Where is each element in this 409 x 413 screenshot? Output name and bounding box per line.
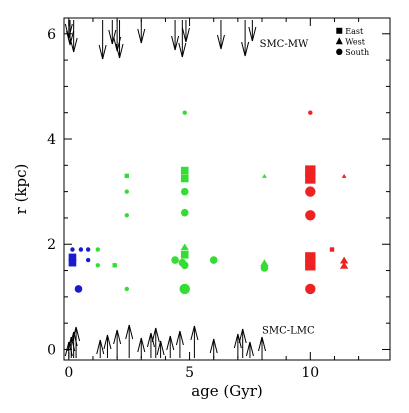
legend-label-east: East — [345, 27, 364, 36]
data-point-circle — [95, 247, 101, 252]
limit-arrow-head — [238, 328, 247, 344]
ticks-layer: 0 5 10 0 2 4 6 — [47, 18, 390, 381]
data-point-square — [180, 166, 189, 175]
data-point-circle — [179, 283, 190, 295]
data-point-triangle — [180, 243, 189, 251]
legend-marker-triangle — [335, 37, 343, 45]
limit-arrow-head — [151, 327, 160, 343]
data-point-circle — [305, 283, 316, 295]
data-point-triangle — [262, 173, 267, 178]
data-point-circle — [308, 110, 313, 115]
data-point-square — [124, 173, 129, 179]
limit-arrow-head — [108, 29, 117, 45]
data-point-square — [68, 258, 77, 267]
data-point-square — [305, 173, 316, 184]
annotation-smc-lmc: SMC-LMC — [262, 326, 315, 337]
limit-arrow-head — [216, 34, 225, 50]
legend-marker-square — [336, 27, 343, 34]
limit-arrow-head — [115, 43, 124, 59]
data-point-circle — [70, 247, 75, 252]
data-point-circle — [260, 264, 269, 272]
limit-arrow-head — [233, 333, 242, 349]
data-point-square — [112, 263, 117, 268]
limit-arrow-head — [137, 337, 146, 353]
data-point-square — [305, 252, 316, 263]
axes-layer — [63, 17, 391, 361]
y-tick-label: 2 — [47, 237, 56, 253]
data-point-circle — [305, 210, 316, 221]
limit-arrow-head — [113, 329, 122, 345]
limit-arrow-head — [166, 335, 175, 351]
data-point-circle — [124, 189, 129, 194]
x-tick-label: 10 — [301, 365, 319, 381]
data-point-square — [180, 174, 189, 183]
points-layer — [68, 110, 349, 295]
y-tick-label: 0 — [47, 342, 56, 358]
legend-label-south: South — [345, 48, 369, 57]
arrows-layer — [64, 20, 267, 358]
limit-arrow-head — [178, 42, 187, 58]
limit-arrow-head — [103, 334, 112, 350]
data-point-circle — [180, 187, 189, 196]
data-point-triangle — [339, 261, 349, 269]
data-point-circle — [180, 261, 189, 270]
data-point-triangle — [260, 259, 269, 267]
y-tick-label: 4 — [47, 132, 56, 148]
data-point-circle — [209, 256, 218, 264]
legend-label-west: West — [345, 37, 365, 46]
limit-arrow-head — [190, 325, 199, 341]
data-point-triangle — [341, 173, 347, 178]
limit-arrow-head — [69, 37, 78, 53]
x-tick-label: 0 — [64, 365, 73, 381]
plot-frame — [63, 17, 391, 361]
data-point-circle — [95, 263, 101, 268]
limit-arrow-head — [137, 28, 146, 44]
data-point-circle — [85, 257, 91, 263]
data-point-square — [329, 247, 335, 252]
data-point-circle — [305, 186, 316, 197]
data-point-circle — [78, 247, 84, 252]
annotation-smc-mw: SMC-MW — [260, 39, 309, 50]
data-point-square — [180, 250, 189, 259]
y-axis-label: r (kpc) — [12, 164, 30, 215]
limit-arrow-head — [175, 330, 184, 346]
limit-arrow-head — [72, 326, 81, 342]
limit-arrow-head — [258, 336, 267, 352]
data-point-triangle — [339, 256, 349, 264]
data-point-circle — [180, 208, 189, 217]
data-point-square — [68, 253, 77, 262]
data-point-circle — [124, 286, 129, 292]
y-tick-label: 6 — [47, 27, 56, 43]
limit-arrow-head — [245, 341, 254, 357]
limit-arrow-head — [248, 26, 257, 42]
limit-arrow-head — [96, 339, 105, 355]
data-point-circle — [182, 110, 187, 115]
legend: East West South — [335, 27, 369, 57]
limit-arrow-head — [125, 324, 134, 340]
data-point-circle — [124, 213, 129, 218]
limit-arrow-head — [64, 23, 73, 39]
data-point-circle — [74, 285, 83, 293]
limit-arrow-head — [66, 30, 75, 46]
limit-arrow-head — [98, 44, 107, 60]
limit-arrow-head — [181, 27, 190, 43]
limit-arrow-head — [241, 41, 250, 57]
limit-arrow-head — [209, 338, 218, 354]
limit-arrow-head — [171, 35, 180, 51]
x-axis-label: age (Gyr) — [191, 382, 263, 400]
limit-arrow-head — [156, 340, 165, 356]
limit-arrow-head — [146, 332, 155, 348]
legend-marker-circle — [336, 48, 343, 56]
data-point-circle — [85, 247, 91, 252]
x-tick-label: 5 — [185, 365, 194, 381]
data-point-circle — [171, 256, 179, 264]
data-point-square — [305, 165, 316, 176]
data-point-square — [305, 260, 316, 271]
